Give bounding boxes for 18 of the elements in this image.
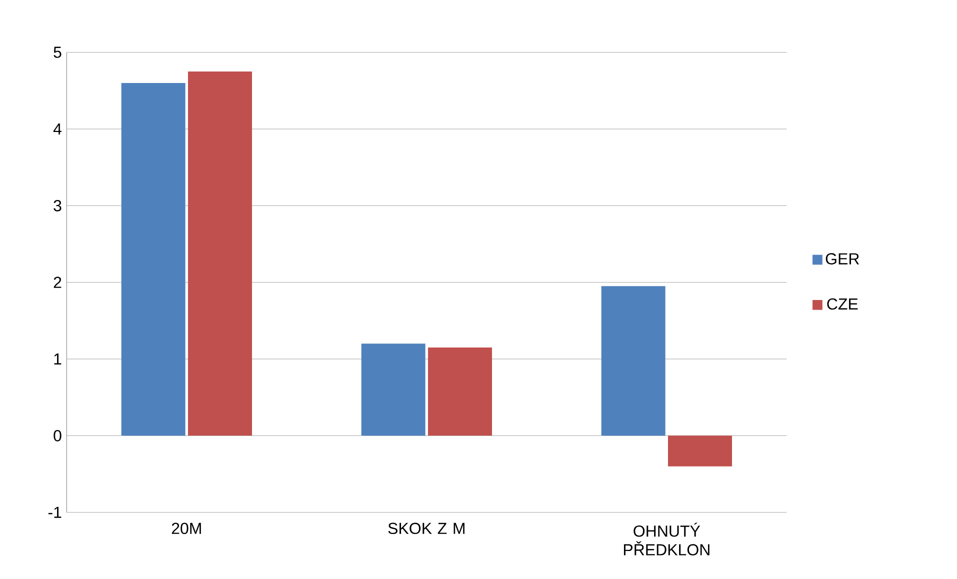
x-tick-label: OHNUTÝ PŘEDKLON xyxy=(624,522,710,556)
bar xyxy=(668,436,732,466)
bar xyxy=(601,286,666,436)
x-tick-label: 20M xyxy=(172,522,201,534)
x-tick-label: SKOK Z M xyxy=(388,522,464,534)
y-tick-label: 4 xyxy=(53,124,62,135)
bar xyxy=(428,348,492,436)
y-tick-label: 1 xyxy=(54,354,62,364)
y-tick-label: 3 xyxy=(54,200,62,212)
bar xyxy=(188,71,252,436)
bar xyxy=(361,344,426,436)
y-tick-label: 2 xyxy=(54,276,62,288)
bar xyxy=(121,82,186,436)
y-tick-label: -1 xyxy=(48,506,62,518)
y-tick-label: 5 xyxy=(54,46,62,58)
y-tick-label: 0 xyxy=(54,430,62,442)
legend-label: CZE xyxy=(827,298,858,310)
legend-label: GER xyxy=(826,253,859,264)
